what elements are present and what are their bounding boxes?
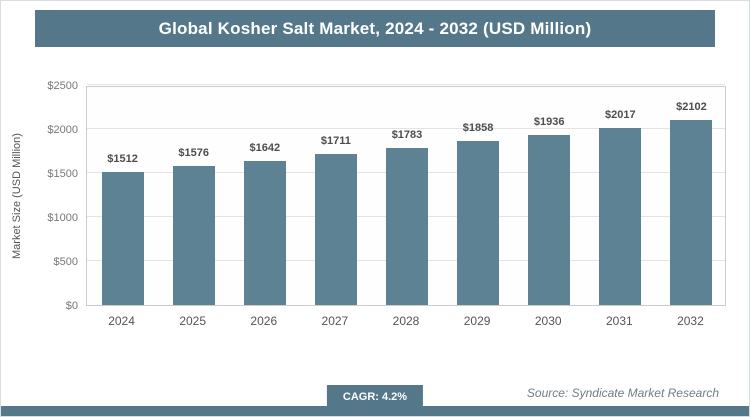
y-tick-label: $2500 xyxy=(47,80,78,92)
bar-value-label: $1783 xyxy=(391,129,423,141)
bar-value-label: $2017 xyxy=(605,109,636,121)
bar-value-label: $1711 xyxy=(320,135,351,147)
source-note: Source: Syndicate Market Research xyxy=(526,386,719,400)
x-tick-label: 2025 xyxy=(179,314,207,328)
bar-2032 xyxy=(670,120,713,305)
gridline xyxy=(87,128,725,129)
x-tick-label: 2032 xyxy=(677,314,704,328)
y-tick-label: $1000 xyxy=(47,212,78,224)
bar-2026 xyxy=(243,161,286,305)
x-tick-label: 2030 xyxy=(534,314,562,328)
bar-2027 xyxy=(314,154,357,305)
y-tick-label: $500 xyxy=(53,256,78,268)
cagr-badge: CAGR: 4.2% xyxy=(326,385,424,409)
x-tick-label: 2026 xyxy=(250,314,278,328)
x-tick-label: 2028 xyxy=(392,314,420,328)
bar-2031 xyxy=(599,128,642,305)
bar-2028 xyxy=(386,148,428,305)
bar-value-label: $1512 xyxy=(107,153,138,165)
bar-value-label: $2102 xyxy=(676,101,707,113)
y-tick-label: $1500 xyxy=(47,168,78,180)
bar-2024 xyxy=(101,172,144,305)
y-tick-label: $0 xyxy=(65,300,78,312)
bar-value-label: $1858 xyxy=(462,122,494,134)
bar-value-label: $1576 xyxy=(178,147,209,159)
y-axis-label: Market Size (USD Million) xyxy=(11,133,23,259)
bar-2030 xyxy=(528,135,571,305)
x-tick-label: 2024 xyxy=(108,314,135,328)
x-tick-label: 2029 xyxy=(463,314,491,328)
chart-title: Global Kosher Salt Market, 2024 - 2032 (… xyxy=(35,10,715,47)
bar-2029 xyxy=(457,141,500,305)
y-tick-label: $2000 xyxy=(47,124,78,136)
x-tick-label: 2031 xyxy=(605,314,633,328)
bottom-accent-strip xyxy=(1,406,749,416)
gridline xyxy=(87,84,725,85)
bar-value-label: $1642 xyxy=(249,142,281,154)
bar-value-label: $1936 xyxy=(533,116,565,128)
plot-area: $1512 $1576 $1642 $1711 $1783 $1858 $1936 $2017… xyxy=(86,84,726,306)
x-tick-label: 2027 xyxy=(321,314,349,328)
bar-2025 xyxy=(172,166,215,305)
